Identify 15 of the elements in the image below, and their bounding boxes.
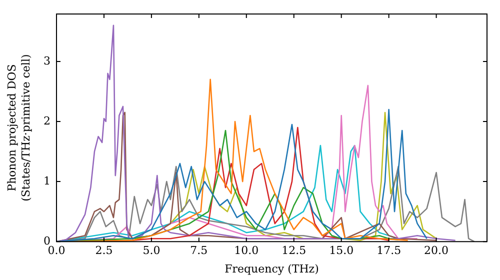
y-axis-title: Phonon projected DOS (States/THz·primitive cell) [6,54,32,202]
x-tick-label: 17.5 [376,244,402,258]
y-tick-label: 3 [44,54,50,68]
x-tick-label: 0.0 [48,244,66,258]
x-tick-label: 12.5 [282,244,306,258]
x-tick-label: 10.0 [234,244,259,258]
x-axis-title: Frequency (THz) [224,262,319,276]
x-tick-label: 7.5 [190,244,208,258]
y-tick-label: 0 [44,234,50,248]
x-tick-label: 15.0 [329,244,354,258]
x-tick-label: 5.0 [142,244,160,258]
x-tick-label: 2.5 [95,244,113,258]
y-tick-label: 2 [44,114,50,128]
x-tick-label: 20.0 [424,244,449,258]
y-tick-label: 1 [44,174,50,188]
